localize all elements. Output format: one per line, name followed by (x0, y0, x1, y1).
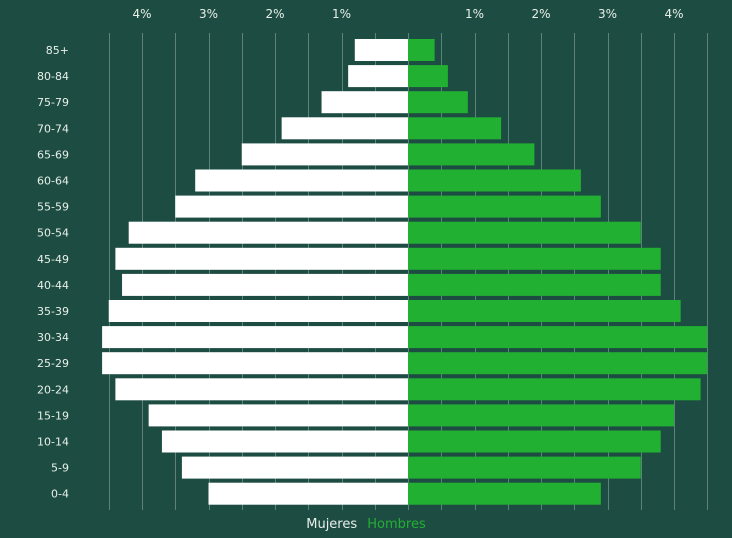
x-tick-label: 4% (664, 7, 683, 21)
bar-men-15-19 (408, 404, 674, 427)
bar-women-0-4 (208, 482, 408, 505)
age-group-label: 25-29 (37, 357, 69, 370)
bar-women-80-84 (348, 65, 408, 88)
bar-men-20-24 (408, 378, 701, 401)
x-tick-label: 1% (332, 7, 351, 21)
bar-women-30-34 (102, 326, 408, 349)
age-group-label: 5-9 (51, 462, 69, 475)
bar-men-0-4 (408, 482, 601, 505)
bar-women-55-59 (175, 195, 408, 218)
bar-women-75-79 (321, 91, 408, 114)
age-group-label: 85+ (46, 44, 69, 57)
legend-men-label: Hombres (367, 517, 426, 532)
bar-men-50-54 (408, 221, 641, 244)
age-group-label: 65-69 (37, 148, 69, 161)
age-group-label: 40-44 (37, 279, 69, 292)
bar-men-85+ (408, 39, 435, 61)
bar-men-45-49 (408, 247, 661, 270)
x-tick-label: 4% (132, 7, 151, 21)
x-tick-label: 3% (598, 7, 617, 21)
age-group-label: 60-64 (37, 175, 69, 188)
age-group-label: 15-19 (37, 409, 69, 422)
x-tick-label: 2% (531, 7, 550, 21)
x-tick-label: 3% (199, 7, 218, 21)
age-group-label: 75-79 (37, 96, 69, 109)
age-group-label: 0-4 (51, 488, 69, 501)
bar-women-40-44 (122, 273, 409, 296)
bar-women-25-29 (102, 352, 408, 375)
bar-men-10-14 (408, 430, 661, 453)
bar-women-60-64 (195, 169, 408, 192)
age-group-label: 30-34 (37, 331, 69, 344)
age-group-label: 10-14 (37, 436, 69, 449)
age-group-label: 45-49 (37, 253, 69, 266)
bar-women-85+ (354, 39, 408, 61)
bar-women-50-54 (128, 221, 408, 244)
bar-women-35-39 (108, 300, 408, 322)
age-group-label: 20-24 (37, 383, 69, 396)
bar-women-45-49 (115, 247, 409, 270)
bar-men-65-69 (408, 143, 535, 166)
bar-women-10-14 (161, 430, 408, 453)
bar-women-5-9 (181, 456, 408, 479)
age-group-label: 55-59 (37, 201, 69, 214)
bar-men-35-39 (408, 300, 681, 322)
bar-men-60-64 (408, 169, 581, 192)
bar-women-65-69 (241, 143, 408, 166)
x-tick-label: 2% (265, 7, 284, 21)
age-group-label: 35-39 (37, 305, 69, 318)
bar-men-70-74 (408, 117, 502, 140)
x-tick-label: 1% (465, 7, 484, 21)
bar-men-5-9 (408, 456, 641, 479)
legend-women-label: Mujeres (306, 517, 358, 532)
bar-men-55-59 (408, 195, 601, 218)
age-group-label: 70-74 (37, 122, 69, 135)
bar-women-15-19 (148, 404, 408, 427)
age-group-label: 50-54 (37, 227, 69, 240)
age-group-label: 80-84 (37, 70, 69, 83)
legend: Mujeres Hombres (0, 517, 732, 532)
bar-men-75-79 (408, 91, 468, 114)
bar-men-40-44 (408, 273, 661, 296)
bar-men-25-29 (408, 352, 708, 375)
bar-women-70-74 (281, 117, 408, 140)
bar-men-30-34 (408, 326, 708, 349)
bar-women-20-24 (115, 378, 409, 401)
bar-men-80-84 (408, 65, 448, 88)
